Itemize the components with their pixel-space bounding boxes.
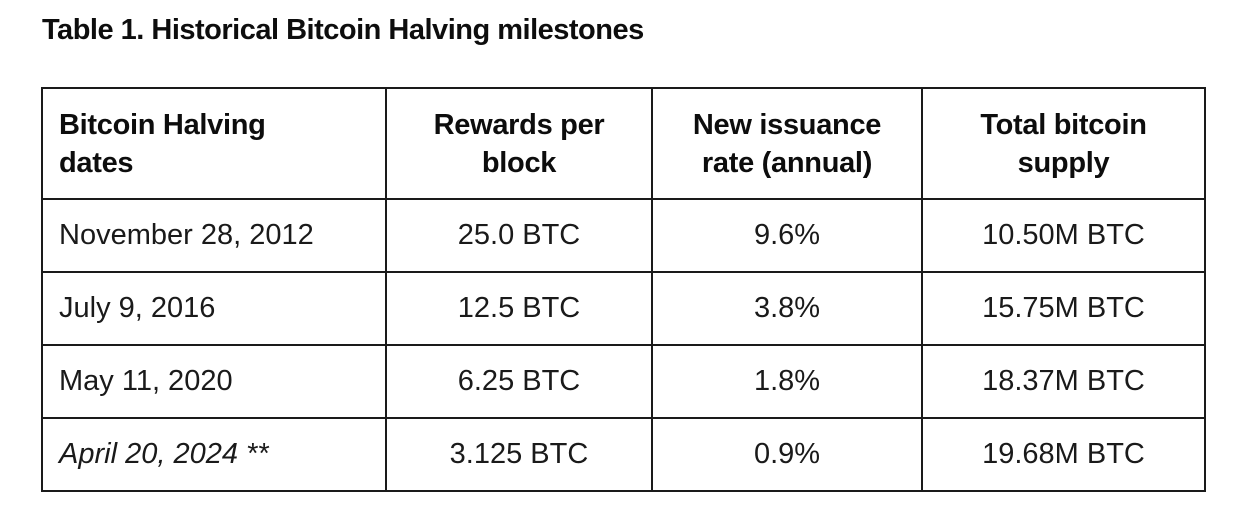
cell-reward: 6.25 BTC (385, 344, 653, 419)
table-row: November 28, 2012 25.0 BTC 9.6% 10.50M B… (41, 198, 1206, 273)
header-line: rate (annual) (701, 146, 873, 179)
cell-issuance: 3.8% (651, 271, 923, 346)
header-line: dates (59, 146, 134, 179)
header-line: New issuance (692, 108, 882, 141)
cell-date: May 11, 2020 (41, 344, 387, 419)
cell-issuance: 9.6% (651, 198, 923, 273)
table-title: Table 1. Historical Bitcoin Halving mile… (42, 14, 644, 46)
cell-issuance: 0.9% (651, 417, 923, 492)
table-row: May 11, 2020 6.25 BTC 1.8% 18.37M BTC (41, 344, 1206, 419)
cell-date: November 28, 2012 (41, 198, 387, 273)
table-row: April 20, 2024 ** 3.125 BTC 0.9% 19.68M … (41, 417, 1206, 492)
header-issuance-rate: New issuance rate (annual) (651, 87, 923, 200)
cell-reward: 12.5 BTC (385, 271, 653, 346)
cell-issuance: 1.8% (651, 344, 923, 419)
cell-supply: 15.75M BTC (921, 271, 1206, 346)
header-line: Rewards per (433, 108, 605, 141)
header-line: block (481, 146, 557, 179)
cell-date: April 20, 2024 ** (41, 417, 387, 492)
header-line: Total bitcoin (980, 108, 1147, 141)
header-line: Bitcoin Halving (59, 108, 266, 141)
header-total-supply: Total bitcoin supply (921, 87, 1206, 200)
header-halving-dates: Bitcoin Halving dates (41, 87, 387, 200)
cell-reward: 25.0 BTC (385, 198, 653, 273)
cell-supply: 18.37M BTC (921, 344, 1206, 419)
cell-date: July 9, 2016 (41, 271, 387, 346)
table-row: July 9, 2016 12.5 BTC 3.8% 15.75M BTC (41, 271, 1206, 346)
cell-supply: 10.50M BTC (921, 198, 1206, 273)
cell-reward: 3.125 BTC (385, 417, 653, 492)
halving-table: Bitcoin Halving dates Rewards per block … (41, 87, 1206, 492)
table-header-row: Bitcoin Halving dates Rewards per block … (41, 87, 1206, 200)
cell-supply: 19.68M BTC (921, 417, 1206, 492)
header-line: supply (1017, 146, 1110, 179)
header-rewards-per-block: Rewards per block (385, 87, 653, 200)
